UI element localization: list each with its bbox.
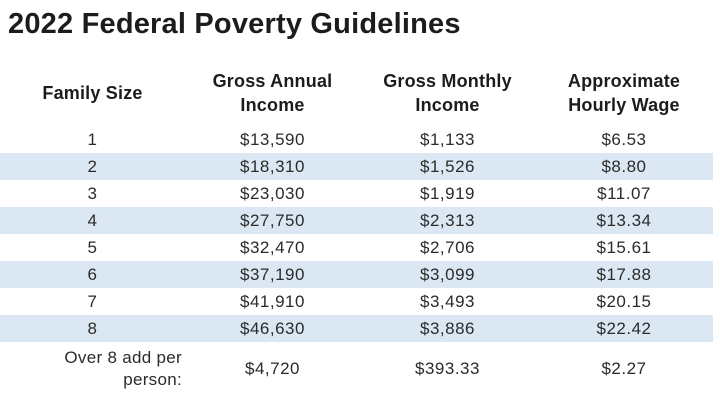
table-row-over-8: Over 8 add per person: $4,720 $393.33 $2… [0,342,713,396]
cell-monthly-income: $1,526 [420,156,475,176]
cell-family-size: 5 [87,237,98,257]
cell-family-size: 3 [87,183,98,203]
cell-annual-income: $27,750 [240,210,305,230]
cell-hourly-wage: $20.15 [596,291,652,311]
table-body: 1 $13,590 $1,133 $6.53 2 $18,310 $1,526 … [0,126,713,396]
cell-over-8-label: Over 8 add per person: [0,342,185,396]
cell-hourly-wage: $8.80 [601,156,647,176]
page-title: 2022 Federal Poverty Guidelines [8,8,461,40]
header-line: Gross Monthly [383,71,512,91]
cell-hourly-wage: $17.88 [596,264,652,284]
cell-annual-income: $41,910 [240,291,305,311]
column-header-approximate-hourly-wage: Approximate Hourly Wage [535,63,713,126]
cell-annual-income: $46,630 [240,318,305,338]
cell-annual-income: $18,310 [240,156,305,176]
cell-annual-income: $32,470 [240,237,305,257]
table-row: 1 $13,590 $1,133 $6.53 [0,126,713,153]
cell-monthly-income: $3,099 [420,264,475,284]
cell-monthly-income: $2,706 [420,237,475,257]
poverty-guidelines-table: Family Size Gross Annual Income Gross Mo… [0,63,713,396]
header-line: Income [240,95,305,115]
table-row: 5 $32,470 $2,706 $15.61 [0,234,713,261]
cell-annual-income: $4,720 [245,359,300,378]
cell-hourly-wage: $15.61 [596,237,652,257]
table-row: 7 $41,910 $3,493 $20.15 [0,288,713,315]
header-line: Family Size [42,83,143,103]
table-row: 8 $46,630 $3,886 $22.42 [0,315,713,342]
cell-hourly-wage: $11.07 [597,183,651,203]
cell-monthly-income: $2,313 [420,210,475,230]
cell-family-size: 7 [87,291,98,311]
over-8-label-line: person: [123,370,182,389]
table-row: 6 $37,190 $3,099 $17.88 [0,261,713,288]
column-header-family-size: Family Size [0,63,185,126]
cell-hourly-wage: $13.34 [596,210,652,230]
over-8-label-line: Over 8 add per [64,348,182,367]
cell-family-size: 8 [87,318,98,338]
cell-annual-income: $13,590 [240,129,305,149]
cell-monthly-income: $393.33 [415,359,480,378]
cell-annual-income: $23,030 [240,183,305,203]
table-row: 2 $18,310 $1,526 $8.80 [0,153,713,180]
column-header-gross-monthly-income: Gross Monthly Income [360,63,535,126]
cell-hourly-wage: $6.53 [601,129,647,149]
cell-monthly-income: $1,919 [420,183,475,203]
cell-monthly-income: $3,493 [420,291,475,311]
column-header-gross-annual-income: Gross Annual Income [185,63,360,126]
cell-family-size: 2 [87,156,98,176]
table-row: 3 $23,030 $1,919 $11.07 [0,180,713,207]
table-row: 4 $27,750 $2,313 $13.34 [0,207,713,234]
cell-monthly-income: $3,886 [420,318,475,338]
cell-family-size: 4 [87,210,98,230]
cell-monthly-income: $1,133 [420,129,475,149]
header-line: Gross Annual [212,71,333,91]
header-line: Hourly Wage [568,95,680,115]
header-line: Approximate [567,71,681,91]
cell-hourly-wage: $22.42 [596,318,652,338]
header-row: Family Size Gross Annual Income Gross Mo… [0,63,713,126]
table-header: Family Size Gross Annual Income Gross Mo… [0,63,713,126]
cell-annual-income: $37,190 [240,264,305,284]
cell-family-size: 1 [87,129,98,149]
cell-family-size: 6 [87,264,98,284]
header-line: Income [415,95,480,115]
cell-hourly-wage: $2.27 [601,359,647,378]
